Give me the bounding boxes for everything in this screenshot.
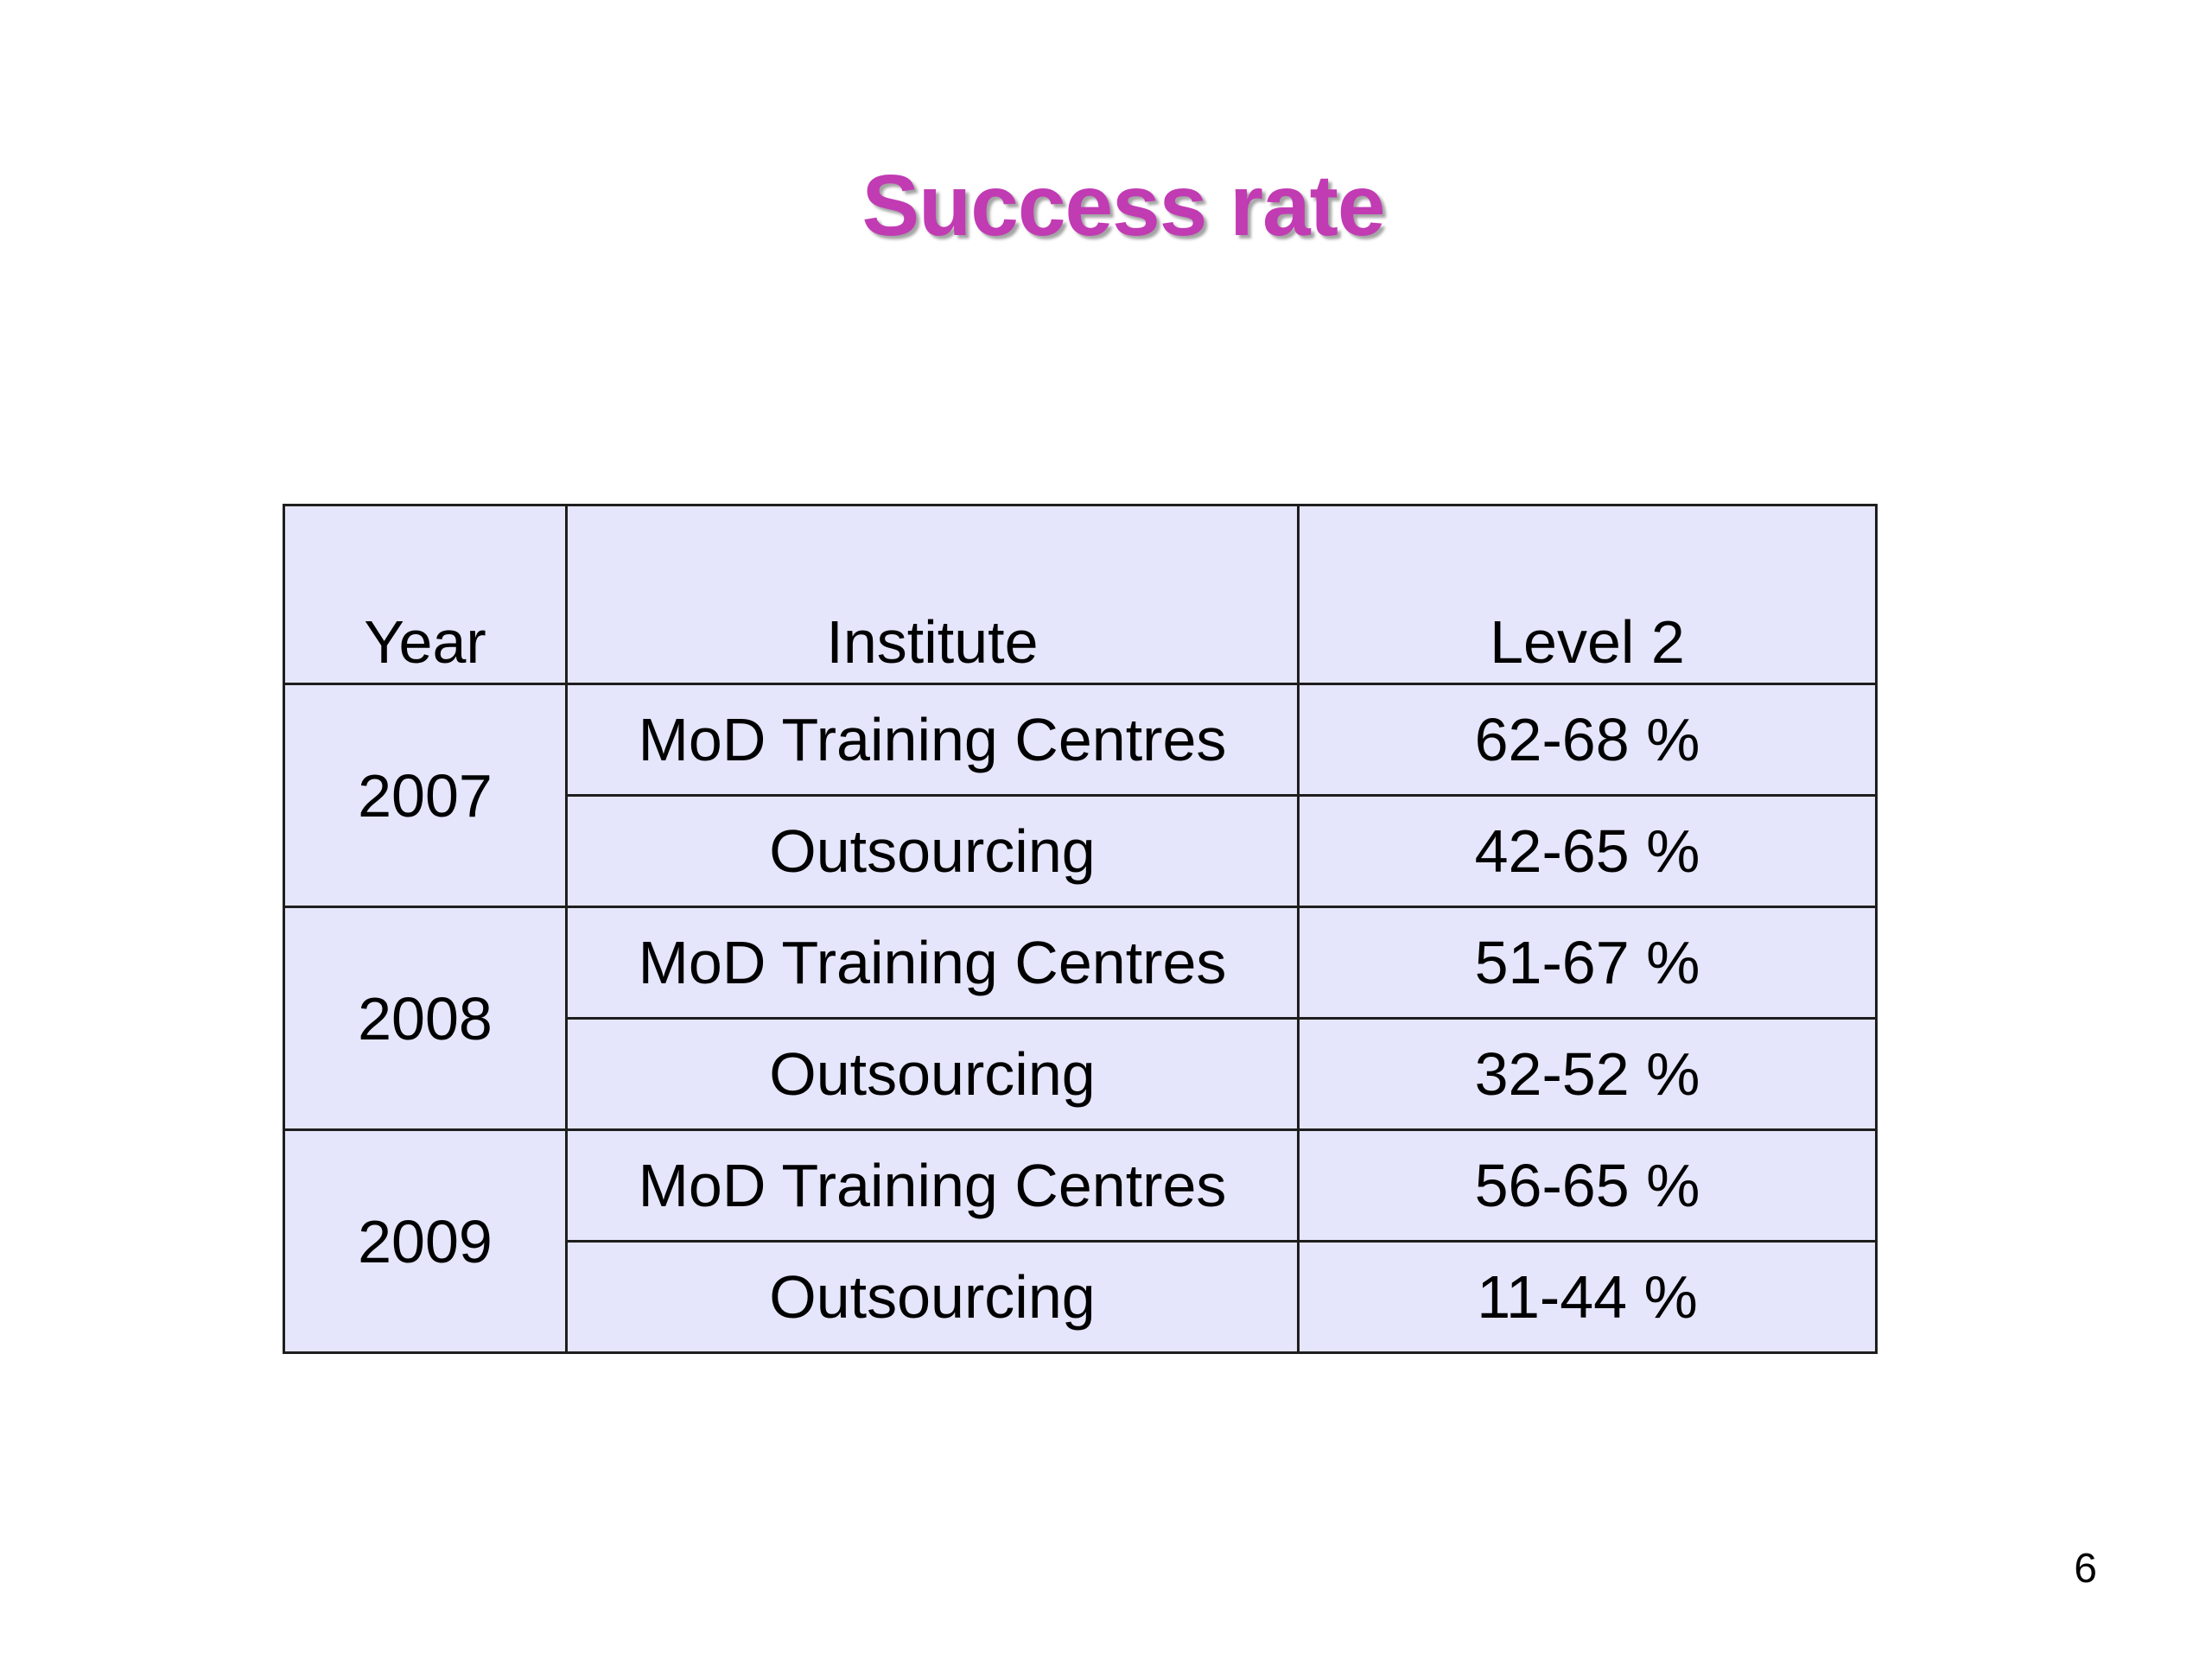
institute-cell: Outsourcing	[565, 794, 1300, 908]
year-cell: 2008	[283, 906, 568, 1131]
level-2-cell: 62-68 %	[1297, 683, 1878, 797]
level-2-cell: 32-52 %	[1297, 1017, 1878, 1131]
table-row: Outsourcing 32-52 %	[284, 1017, 1878, 1131]
institute-cell: MoD Training Centres	[565, 906, 1300, 1020]
table-header-row: Year Institute Level 2	[283, 504, 1878, 685]
year-cell: 2009	[283, 1128, 568, 1354]
year-cell: 2007	[283, 683, 568, 908]
table-row: 2009 MoD Training Centres 56-65 %	[283, 1128, 1878, 1354]
institute-cell: MoD Training Centres	[565, 683, 1300, 797]
table-row: 2007 MoD Training Centres 62-68 %	[283, 683, 1878, 908]
page-number: 6	[2074, 1546, 2097, 1592]
level-2-cell: 56-65 %	[1297, 1128, 1878, 1243]
level-2-cell: 42-65 %	[1297, 794, 1878, 908]
level-2-cell: 11-44 %	[1297, 1240, 1878, 1354]
table-row: Outsourcing 11-44 %	[284, 1240, 1878, 1354]
success-rate-table-container: Year Institute Level 2 2007 MoD Training…	[283, 504, 1878, 1354]
table-row: Outsourcing 42-65 %	[284, 794, 1878, 908]
table-row: 2008 MoD Training Centres 51-67 %	[283, 906, 1878, 1131]
header-year: Year	[283, 504, 568, 685]
slide-title: Success rate	[861, 157, 1385, 254]
success-rate-table: Year Institute Level 2 2007 MoD Training…	[283, 504, 1878, 1354]
header-institute: Institute	[565, 504, 1300, 685]
level-2-cell: 51-67 %	[1297, 906, 1878, 1020]
institute-cell: Outsourcing	[565, 1017, 1300, 1131]
institute-cell: Outsourcing	[565, 1240, 1300, 1354]
header-level-2: Level 2	[1297, 504, 1878, 685]
institute-cell: MoD Training Centres	[565, 1128, 1300, 1243]
